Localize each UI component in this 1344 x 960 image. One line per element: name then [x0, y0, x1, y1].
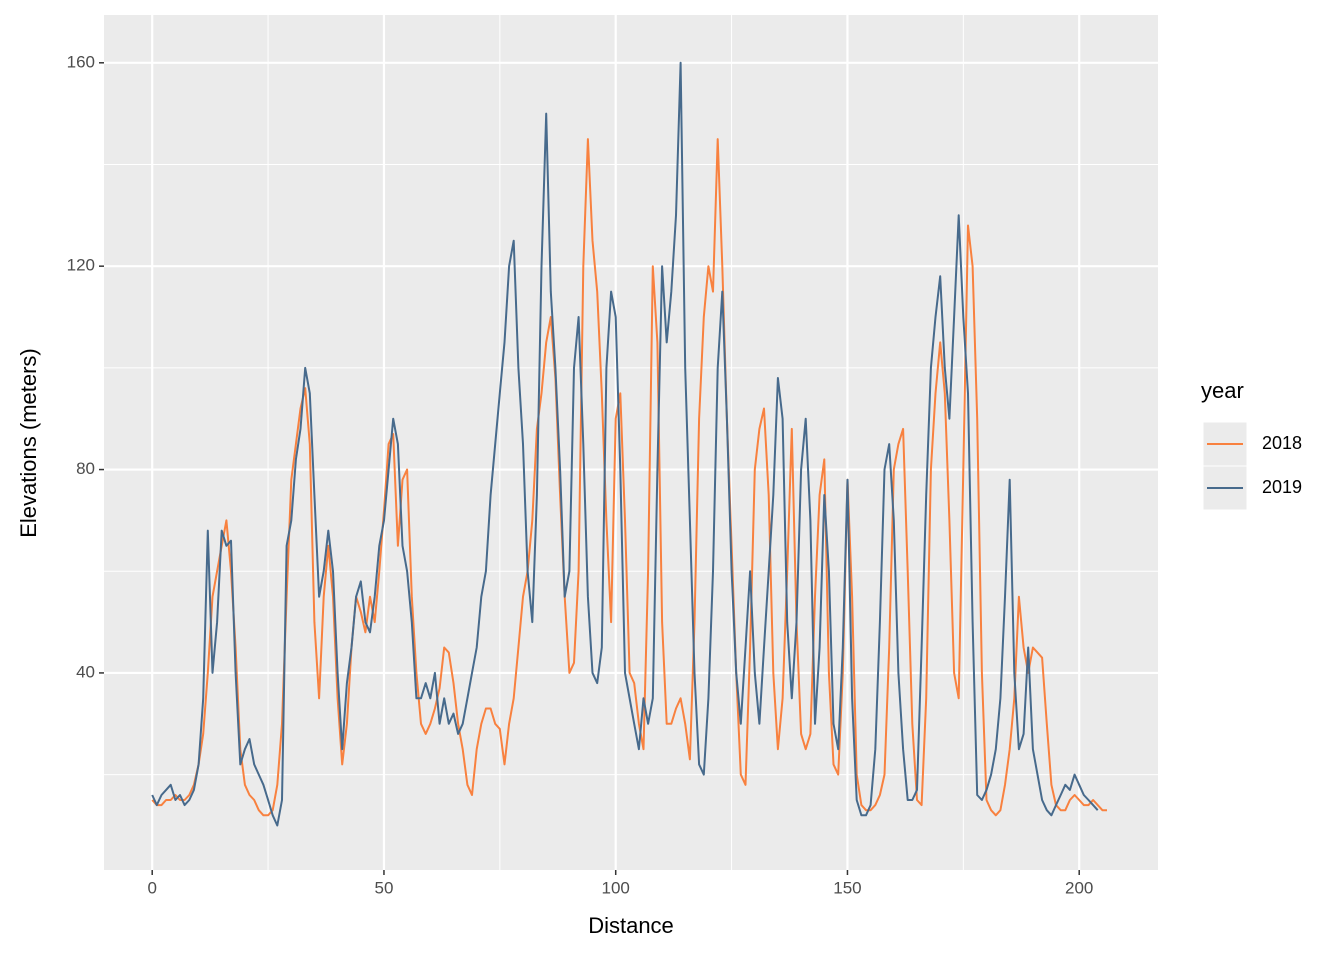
y-tick-label: 80	[76, 459, 95, 478]
y-tick-label: 120	[67, 256, 95, 275]
x-tick-label: 100	[602, 878, 630, 897]
series-line	[151, 61, 1099, 827]
x-axis-title: Distance	[588, 913, 674, 938]
legend-title: year	[1201, 378, 1244, 403]
x-tick-label: 150	[833, 878, 861, 897]
y-tick-label: 40	[76, 662, 95, 681]
series-line	[151, 138, 1107, 817]
legend-label: 2018	[1262, 433, 1302, 453]
y-tick-label: 160	[67, 52, 95, 71]
x-tick-label: 0	[147, 878, 156, 897]
legend-label: 2019	[1262, 477, 1302, 497]
panel	[104, 15, 1158, 870]
x-tick-label: 200	[1065, 878, 1093, 897]
y-axis-title: Elevations (meters)	[16, 348, 41, 538]
x-tick-label: 50	[374, 878, 393, 897]
